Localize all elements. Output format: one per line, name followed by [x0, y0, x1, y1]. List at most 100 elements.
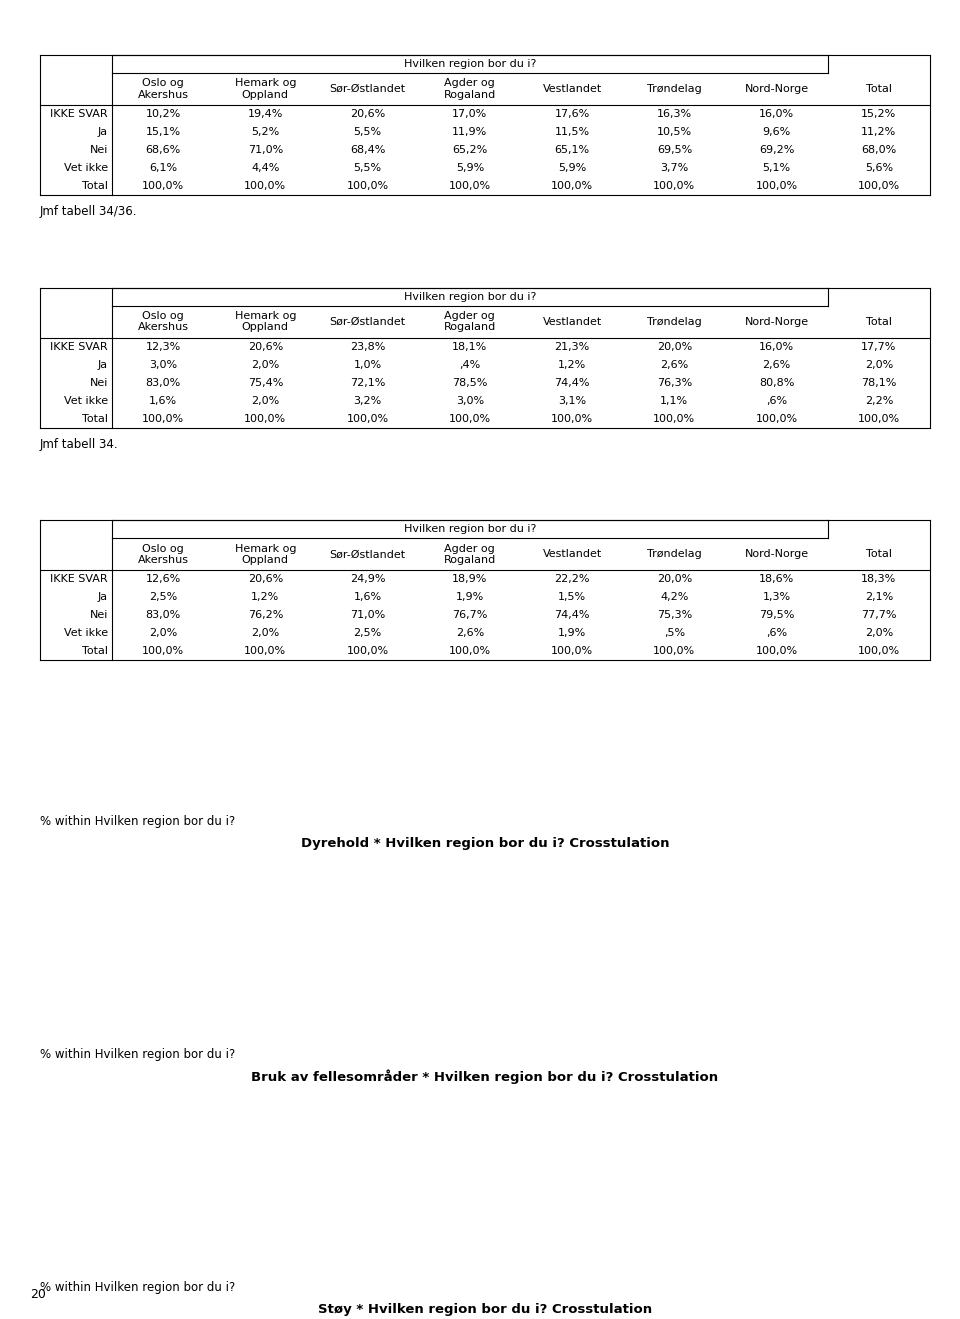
Text: 76,2%: 76,2%: [248, 611, 283, 620]
Text: 20,0%: 20,0%: [657, 574, 692, 584]
Text: 75,3%: 75,3%: [657, 611, 692, 620]
Text: 75,4%: 75,4%: [248, 377, 283, 388]
Text: Nei: Nei: [89, 377, 108, 388]
Text: Vestlandet: Vestlandet: [542, 84, 602, 94]
Text: 5,2%: 5,2%: [252, 127, 279, 137]
Text: 3,0%: 3,0%: [456, 396, 484, 405]
Text: Bruk av fellesområder * Hvilken region bor du i? Crosstulation: Bruk av fellesområder * Hvilken region b…: [252, 1070, 719, 1084]
Text: 1,1%: 1,1%: [660, 396, 688, 405]
Text: 20,6%: 20,6%: [248, 574, 283, 584]
Text: 6,1%: 6,1%: [149, 162, 178, 173]
Text: 2,0%: 2,0%: [865, 628, 893, 638]
Text: 20,0%: 20,0%: [657, 342, 692, 352]
Text: 16,0%: 16,0%: [759, 342, 794, 352]
Text: Sør-Østlandet: Sør-Østlandet: [329, 550, 406, 559]
Text: 24,9%: 24,9%: [349, 574, 385, 584]
Text: 2,0%: 2,0%: [252, 628, 279, 638]
Text: Total: Total: [82, 414, 108, 423]
Text: 17,6%: 17,6%: [555, 109, 589, 119]
Text: 78,1%: 78,1%: [861, 377, 897, 388]
Text: 1,6%: 1,6%: [149, 396, 178, 405]
Text: Vestlandet: Vestlandet: [542, 317, 602, 327]
Text: Trøndelag: Trøndelag: [647, 550, 702, 559]
Text: 80,8%: 80,8%: [759, 377, 794, 388]
Text: Hemark og
Oppland: Hemark og Oppland: [234, 311, 296, 332]
Text: 2,6%: 2,6%: [456, 628, 484, 638]
Text: 68,6%: 68,6%: [146, 145, 180, 154]
Text: 100,0%: 100,0%: [654, 181, 695, 191]
Text: Hemark og
Oppland: Hemark og Oppland: [234, 78, 296, 100]
Text: 100,0%: 100,0%: [551, 646, 593, 657]
Text: Sør-Østlandet: Sør-Østlandet: [329, 84, 406, 94]
Text: 100,0%: 100,0%: [756, 646, 798, 657]
Text: 15,1%: 15,1%: [146, 127, 180, 137]
Text: 100,0%: 100,0%: [551, 181, 593, 191]
Text: 83,0%: 83,0%: [146, 377, 180, 388]
Text: 12,3%: 12,3%: [146, 342, 180, 352]
Text: Ja: Ja: [98, 360, 108, 369]
Text: ,6%: ,6%: [766, 628, 787, 638]
Text: IKKE SVAR: IKKE SVAR: [50, 574, 108, 584]
Text: 2,1%: 2,1%: [865, 592, 893, 603]
Text: Trøndelag: Trøndelag: [647, 317, 702, 327]
Text: Vet ikke: Vet ikke: [64, 396, 108, 405]
Text: 1,9%: 1,9%: [558, 628, 587, 638]
Text: 9,6%: 9,6%: [762, 127, 791, 137]
Text: 100,0%: 100,0%: [449, 414, 491, 423]
Text: 71,0%: 71,0%: [350, 611, 385, 620]
Text: 2,0%: 2,0%: [149, 628, 178, 638]
Text: Oslo og
Akershus: Oslo og Akershus: [137, 78, 188, 100]
Text: 2,6%: 2,6%: [762, 360, 791, 369]
Text: 100,0%: 100,0%: [551, 414, 593, 423]
Text: Hvilken region bor du i?: Hvilken region bor du i?: [404, 525, 536, 534]
Text: Trøndelag: Trøndelag: [647, 84, 702, 94]
Text: Total: Total: [82, 646, 108, 657]
Text: 11,5%: 11,5%: [555, 127, 589, 137]
Text: 72,1%: 72,1%: [350, 377, 385, 388]
Text: 100,0%: 100,0%: [142, 646, 184, 657]
Text: 100,0%: 100,0%: [347, 646, 389, 657]
Text: Oslo og
Akershus: Oslo og Akershus: [137, 543, 188, 565]
Text: Nord-Norge: Nord-Norge: [745, 550, 808, 559]
Text: 5,5%: 5,5%: [353, 127, 382, 137]
Text: ,6%: ,6%: [766, 396, 787, 405]
Text: Nord-Norge: Nord-Norge: [745, 84, 808, 94]
Text: 65,2%: 65,2%: [452, 145, 488, 154]
Text: 2,5%: 2,5%: [149, 592, 178, 603]
Text: Total: Total: [82, 181, 108, 191]
Text: 2,2%: 2,2%: [865, 396, 893, 405]
Text: Vet ikke: Vet ikke: [64, 628, 108, 638]
Text: IKKE SVAR: IKKE SVAR: [50, 342, 108, 352]
Text: 71,0%: 71,0%: [248, 145, 283, 154]
Text: 11,9%: 11,9%: [452, 127, 488, 137]
Text: 5,6%: 5,6%: [865, 162, 893, 173]
Text: 100,0%: 100,0%: [756, 181, 798, 191]
Text: 100,0%: 100,0%: [449, 646, 491, 657]
Text: Hvilken region bor du i?: Hvilken region bor du i?: [404, 291, 536, 302]
Text: 1,0%: 1,0%: [353, 360, 382, 369]
Text: 65,1%: 65,1%: [555, 145, 589, 154]
Text: 2,0%: 2,0%: [865, 360, 893, 369]
Text: 5,9%: 5,9%: [558, 162, 587, 173]
Text: 18,3%: 18,3%: [861, 574, 897, 584]
Text: 1,5%: 1,5%: [558, 592, 587, 603]
Text: 100,0%: 100,0%: [449, 181, 491, 191]
Text: 17,0%: 17,0%: [452, 109, 488, 119]
Text: 3,1%: 3,1%: [558, 396, 587, 405]
Text: Total: Total: [866, 84, 892, 94]
Text: 15,2%: 15,2%: [861, 109, 897, 119]
Text: Nord-Norge: Nord-Norge: [745, 317, 808, 327]
Text: 20,6%: 20,6%: [350, 109, 385, 119]
Text: 3,2%: 3,2%: [353, 396, 382, 405]
Text: 76,7%: 76,7%: [452, 611, 488, 620]
Text: 2,5%: 2,5%: [353, 628, 382, 638]
Text: 16,3%: 16,3%: [657, 109, 692, 119]
Text: 3,7%: 3,7%: [660, 162, 688, 173]
Text: ,5%: ,5%: [663, 628, 684, 638]
Text: 78,5%: 78,5%: [452, 377, 488, 388]
Text: 100,0%: 100,0%: [654, 414, 695, 423]
Text: 100,0%: 100,0%: [858, 414, 900, 423]
Text: 10,5%: 10,5%: [657, 127, 692, 137]
Text: Støy * Hvilken region bor du i? Crosstulation: Støy * Hvilken region bor du i? Crosstul…: [318, 1303, 652, 1315]
Text: % within Hvilken region bor du i?: % within Hvilken region bor du i?: [40, 815, 235, 828]
